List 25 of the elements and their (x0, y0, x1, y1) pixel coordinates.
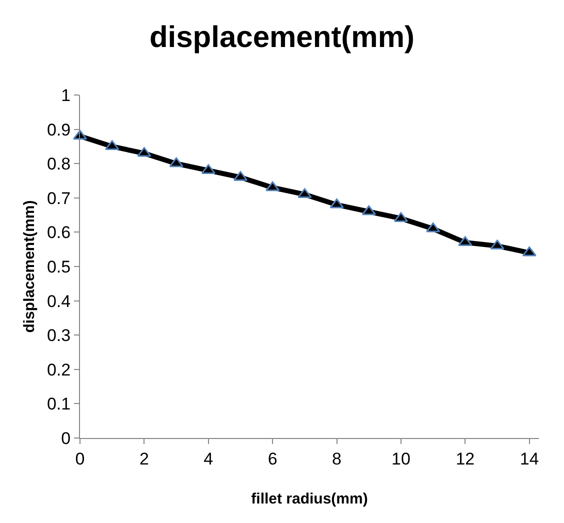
y-tick-label: 0.5 (46, 257, 71, 276)
point (265, 181, 280, 192)
chart-title: displacement(mm) (149, 21, 415, 54)
x-tick-label: 4 (204, 449, 214, 468)
point (169, 157, 184, 168)
y-tick-label: 0.2 (46, 360, 71, 380)
x-tick-label: 0 (75, 449, 85, 468)
x-tick-label: 6 (268, 449, 278, 468)
x-tick-label: 14 (520, 449, 539, 468)
y-tick-label: 0 (61, 428, 71, 448)
point (362, 205, 376, 216)
x-tick-label: 10 (392, 449, 410, 468)
y-tick-label: 0.7 (46, 188, 71, 208)
x-tick-label: 2 (139, 449, 149, 468)
x-tick-label: 8 (332, 449, 342, 468)
x-tick-label: 12 (456, 449, 475, 468)
y-tick-label: 0.4 (46, 292, 71, 311)
y-tick-label: 0.6 (46, 223, 71, 242)
y-tick-label: 0.8 (46, 154, 71, 174)
y-tick-label: 0.1 (46, 394, 71, 414)
y-tick-label: 1 (61, 86, 71, 105)
y-tick-label: 0.9 (46, 120, 71, 140)
x-axis-title: fillet radius(mm) (251, 490, 368, 508)
y-axis-title: displacement(mm) (21, 200, 38, 333)
y-tick-label: 0.3 (46, 326, 71, 346)
